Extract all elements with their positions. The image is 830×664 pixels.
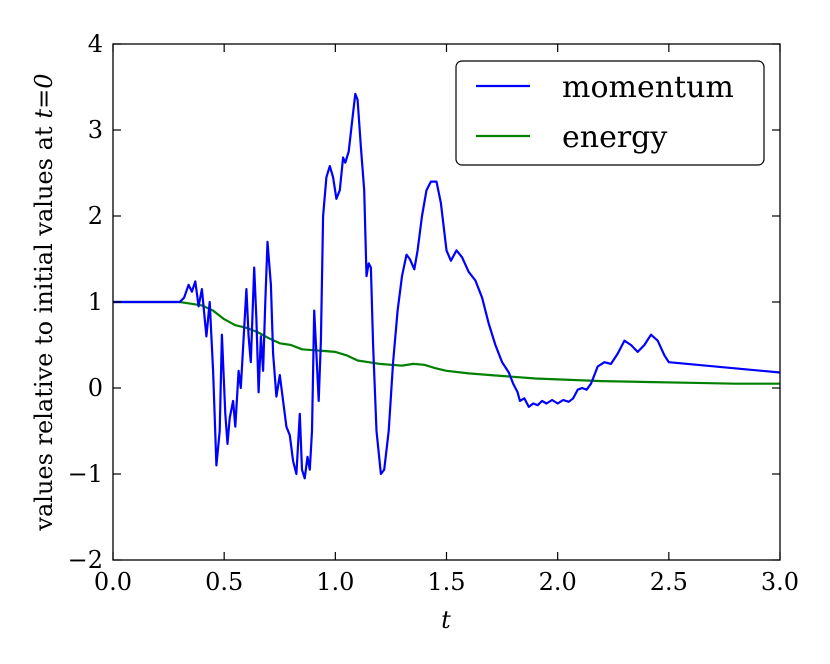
y-tick-label: 2 (88, 202, 103, 230)
ticks-layer: 0.0 0.5 1.0 1.5 2.0 2.5 3.0 −2 −1 0 1 2 3 4 (68, 30, 799, 596)
y-tick-label: 4 (88, 30, 103, 58)
y-tick-label: −2 (68, 546, 103, 574)
x-tick-label: 3.0 (761, 568, 799, 596)
legend-label-energy: energy (562, 120, 667, 155)
x-tick-label: 1.5 (427, 568, 465, 596)
series-layer (113, 92, 781, 480)
x-tick-label: 2.0 (539, 568, 577, 596)
y-axis-label-text: values relative to initial values at (30, 126, 58, 531)
x-tick-label: 0.5 (205, 568, 243, 596)
y-tick-label: 0 (88, 374, 103, 402)
x-tick-label: 1.0 (316, 568, 354, 596)
x-axis-label: t (441, 606, 451, 634)
series-line-energy (113, 300, 780, 385)
x-tick-label: 2.5 (650, 568, 688, 596)
legend: momentum energy (455, 60, 765, 166)
y-axis-label: values relative to initial values at t=0 (30, 73, 58, 531)
legend-label-momentum: momentum (562, 70, 734, 105)
series-line-momentum (113, 92, 781, 480)
y-tick-label: 1 (88, 288, 103, 316)
y-tick-label: −1 (68, 460, 103, 488)
y-axis-label-math: t=0 (30, 73, 58, 118)
legend-box (455, 60, 765, 166)
y-tick-label: 3 (88, 116, 103, 144)
x-tick-label: 0.0 (94, 568, 132, 596)
